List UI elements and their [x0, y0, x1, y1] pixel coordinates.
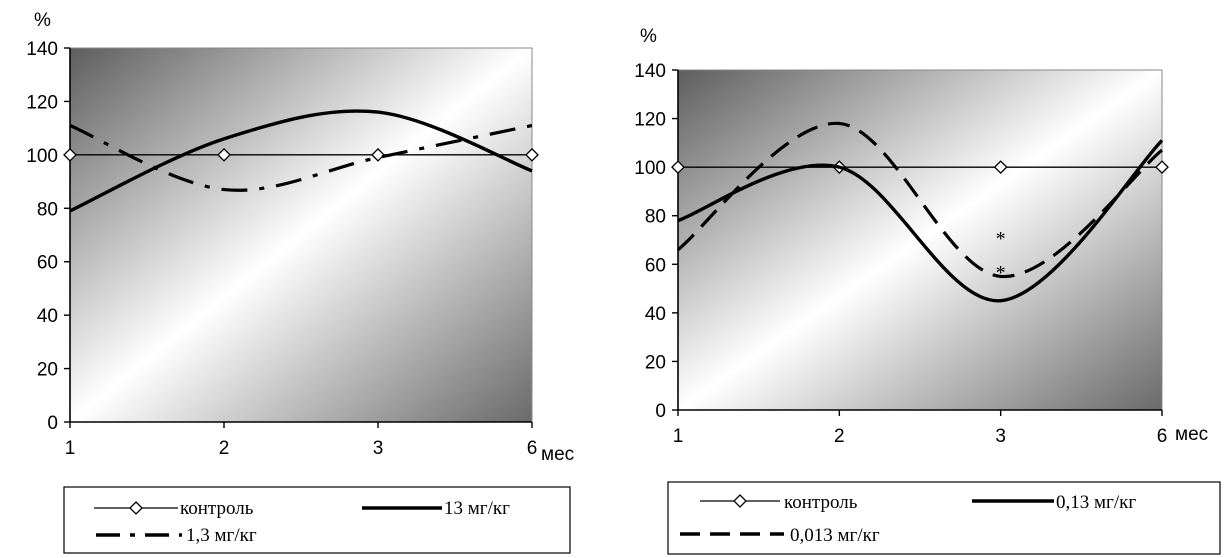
x-tick-label: 6 — [1157, 426, 1168, 447]
data-point-diamond — [217, 147, 231, 162]
legend-label: 0,13 мг/кг — [1056, 492, 1136, 513]
series-line — [69, 109, 533, 213]
legend-label: 1,3 мг/кг — [186, 525, 257, 546]
y-tick-label: 80 — [37, 199, 58, 220]
x-tick-label: 1 — [65, 438, 76, 459]
y-tick-label: 140 — [634, 61, 666, 82]
legend: контроль 0,13 мг/кг 0,013 мг/кг — [667, 481, 1221, 555]
y-tick-label: 80 — [645, 207, 666, 228]
legend-box — [667, 481, 1221, 555]
data-point-diamond — [993, 160, 1008, 175]
y-tick-label: 60 — [37, 253, 58, 274]
annotation-label: * — [996, 228, 1006, 250]
legend-label: контроль — [784, 492, 858, 513]
y-tick-label: 0 — [47, 413, 58, 434]
x-tick-label: 3 — [995, 426, 1006, 447]
series-line — [677, 121, 1163, 279]
legend-label: контроль — [180, 498, 254, 519]
legend-box — [63, 486, 571, 554]
series-line — [69, 123, 533, 192]
data-point-diamond — [63, 147, 77, 162]
y-tick-label: 120 — [26, 92, 58, 113]
y-tick-label: 60 — [645, 255, 666, 276]
plot-area — [69, 47, 533, 423]
x-tick-label: 3 — [373, 438, 384, 459]
y-tick-label: 20 — [37, 360, 58, 381]
x-tick-label: 6 — [527, 438, 538, 459]
data-point-diamond — [525, 147, 539, 162]
y-tick-label: 100 — [26, 146, 58, 167]
series-line — [677, 139, 1164, 303]
y-axis-label: % — [640, 26, 657, 47]
y-tick-label: 120 — [634, 110, 666, 131]
data-point-diamond — [371, 147, 385, 162]
legend: контроль 13 мг/кг 1,3 мг/кг — [63, 486, 571, 554]
legend-marker-diamond — [733, 494, 747, 508]
legend-label: 13 мг/кг — [444, 498, 510, 519]
y-tick-label: 140 — [26, 39, 58, 60]
y-tick-label: 40 — [645, 304, 666, 325]
x-axis-label: мес — [1175, 424, 1208, 445]
y-axis-label: % — [34, 10, 51, 31]
legend-label: 0,013 мг/кг — [790, 525, 880, 546]
chart-left: % мес 0 20 40 60 80 100 120 140 1 2 3 6 контроль 13… — [26, 10, 574, 554]
x-tick-label: 2 — [219, 438, 230, 459]
chart-right: % мес 0 20 40 60 80 100 120 140 1 2 3 6 * * контроль… — [634, 26, 1221, 555]
x-tick-label: 1 — [673, 426, 684, 447]
x-tick-label: 2 — [834, 426, 845, 447]
y-tick-label: 40 — [37, 306, 58, 327]
y-tick-label: 100 — [634, 158, 666, 179]
y-tick-label: 0 — [655, 401, 666, 422]
data-point-diamond — [671, 160, 685, 175]
x-axis-label: мес — [541, 444, 574, 465]
legend-marker-diamond — [129, 501, 143, 515]
data-point-diamond — [1155, 160, 1169, 175]
y-tick-label: 20 — [645, 352, 666, 373]
annotation-label: * — [996, 262, 1006, 284]
